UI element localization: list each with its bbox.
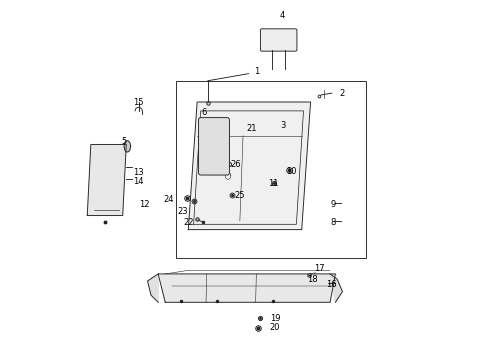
Text: 10: 10 [286,167,296,176]
Text: 15: 15 [133,98,144,107]
Text: 7: 7 [208,138,213,147]
Polygon shape [330,274,343,302]
Text: 12: 12 [139,200,149,209]
FancyBboxPatch shape [198,118,229,175]
Text: 25: 25 [234,192,245,201]
Text: 16: 16 [326,280,337,289]
Text: 26: 26 [231,159,242,168]
Text: 21: 21 [247,124,257,133]
Text: 6: 6 [201,108,207,117]
Bar [176,81,366,258]
Text: 20: 20 [270,323,280,332]
Text: 22: 22 [183,218,194,227]
Text: 18: 18 [307,275,318,284]
Text: 2: 2 [339,89,344,98]
Polygon shape [87,145,126,215]
Text: 11: 11 [268,179,278,188]
Polygon shape [147,274,158,302]
Text: 9: 9 [330,200,335,209]
Text: 17: 17 [314,264,325,273]
FancyBboxPatch shape [260,29,297,51]
Text: 23: 23 [178,207,188,216]
Polygon shape [188,102,311,230]
Text: 5: 5 [122,136,127,145]
Text: 19: 19 [270,314,280,323]
Text: 24: 24 [164,195,174,204]
Text: 3: 3 [280,121,286,130]
Text: 8: 8 [330,218,336,227]
Text: 4: 4 [280,11,285,20]
Text: 14: 14 [133,177,144,186]
Text: 13: 13 [133,168,144,177]
Polygon shape [158,274,335,302]
Polygon shape [124,141,130,152]
Text: 1: 1 [254,67,259,76]
